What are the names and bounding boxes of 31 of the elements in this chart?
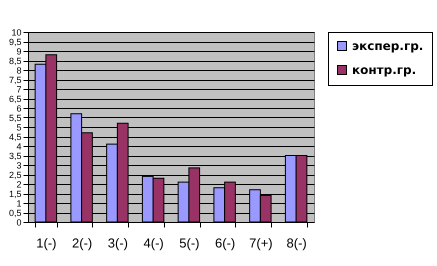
x-tick-label: 1(-) [36,236,56,250]
y-tick-label: 8 [16,66,22,76]
y-tick-label: 9,5 [8,37,22,47]
y-tick-label: 6,5 [8,94,22,104]
x-tick-label: 6(-) [215,236,236,250]
x-tick-label: 7(+) [249,236,273,250]
y-tick-label: 0,5 [8,208,22,218]
y-tick-label: 5,5 [8,113,22,123]
x-tick-label: 4(-) [144,236,164,250]
y-tick-label: 9 [16,46,22,56]
legend-label: контр.гр. [352,63,416,77]
legend-label: экспер.гр. [352,39,424,53]
y-tick-label: 3,5 [8,151,22,161]
y-tick-label: 4 [16,142,22,152]
x-tick-label: 8(-) [286,236,307,250]
y-tick-label: 7,5 [8,75,22,85]
y-tick-label: 1,5 [8,189,22,199]
y-tick-label: 5 [16,122,22,132]
y-tick-label: 3 [16,160,22,170]
y-tick-label: 2 [16,180,22,190]
x-tick-label: 5(-) [179,236,200,250]
x-tick-label: 2(-) [72,236,92,250]
y-tick-label: 10 [11,28,22,38]
y-tick-label: 2,5 [8,170,22,180]
y-tick-label: 0 [16,218,22,228]
y-tick-label: 8,5 [8,56,22,66]
x-tick-label: 3(-) [108,236,128,250]
y-tick-label: 4,5 [8,132,22,142]
y-tick-label: 1 [16,198,22,208]
y-tick-label: 7 [16,84,22,94]
y-tick-label: 6 [16,104,22,114]
